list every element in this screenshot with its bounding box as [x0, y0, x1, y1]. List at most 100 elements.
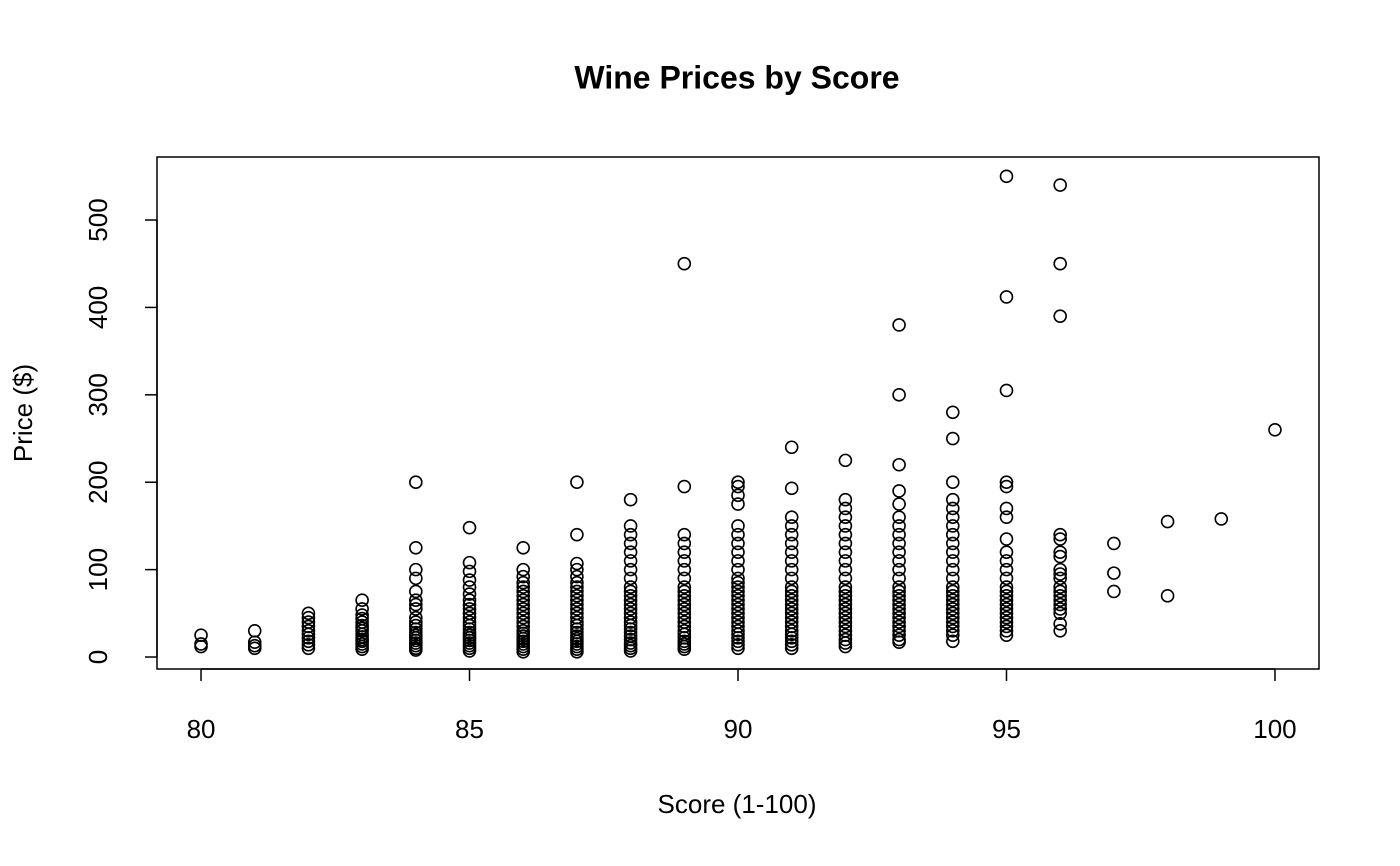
point	[194, 628, 208, 642]
point	[409, 602, 423, 616]
point	[570, 589, 584, 603]
point	[623, 536, 638, 551]
point	[623, 602, 638, 616]
point	[945, 597, 960, 612]
y-tick-label: 400	[83, 286, 113, 329]
point	[409, 593, 423, 608]
point	[945, 571, 960, 586]
point	[838, 602, 853, 616]
point	[1053, 589, 1067, 603]
x-axis-label: Score (1-100)	[658, 789, 817, 819]
point	[892, 624, 906, 638]
point	[462, 625, 477, 640]
point	[945, 589, 960, 603]
point	[623, 580, 638, 594]
point	[892, 635, 906, 649]
point	[784, 619, 799, 634]
point	[409, 562, 423, 577]
point	[999, 593, 1014, 608]
point	[999, 290, 1014, 304]
point	[462, 587, 477, 601]
point	[731, 606, 745, 621]
point	[945, 492, 960, 507]
point	[731, 575, 745, 590]
point	[570, 593, 584, 608]
point	[892, 554, 906, 568]
point	[784, 634, 799, 649]
point	[945, 602, 960, 616]
point	[516, 593, 531, 608]
point	[892, 527, 906, 542]
y-axis-label: Price ($)	[8, 364, 38, 462]
point	[570, 556, 584, 571]
point	[409, 475, 423, 490]
point	[623, 636, 638, 650]
point	[838, 501, 853, 516]
point	[516, 584, 531, 599]
point	[516, 569, 531, 584]
point	[462, 573, 477, 587]
point	[892, 545, 906, 559]
point	[516, 562, 531, 577]
point	[1107, 584, 1121, 599]
point	[462, 564, 477, 579]
point	[999, 606, 1014, 621]
point	[838, 510, 853, 524]
point	[731, 634, 745, 649]
point	[838, 615, 853, 629]
point	[945, 615, 960, 629]
point	[570, 475, 584, 490]
point	[301, 619, 316, 634]
point	[570, 629, 584, 643]
point	[892, 593, 906, 608]
point	[892, 606, 906, 621]
x-tick-label: 100	[1253, 714, 1296, 744]
point	[677, 562, 692, 577]
point	[892, 318, 906, 332]
point	[784, 589, 799, 603]
point	[623, 610, 638, 625]
point	[570, 584, 584, 599]
point	[838, 571, 853, 586]
point	[623, 571, 638, 586]
point	[570, 625, 584, 640]
x-tick-label: 85	[455, 714, 484, 744]
point	[945, 501, 960, 516]
point	[1053, 624, 1067, 638]
point	[677, 479, 692, 494]
point	[784, 615, 799, 629]
point	[999, 619, 1014, 634]
point	[892, 589, 906, 603]
point	[838, 593, 853, 608]
point	[945, 536, 960, 551]
point	[892, 519, 906, 533]
point	[355, 608, 369, 622]
point	[945, 510, 960, 524]
point	[784, 584, 799, 599]
point	[731, 624, 745, 638]
point	[945, 527, 960, 542]
point	[999, 383, 1014, 398]
point	[1160, 514, 1175, 529]
point	[301, 610, 316, 625]
point	[623, 625, 638, 640]
point	[838, 589, 853, 603]
point	[623, 589, 638, 603]
point	[838, 545, 853, 559]
point	[301, 634, 316, 649]
point	[623, 554, 638, 568]
y-tick-label: 300	[83, 373, 113, 416]
plot-frame	[156, 156, 1320, 670]
point	[892, 562, 906, 577]
point	[677, 624, 692, 638]
point	[516, 610, 531, 625]
point	[784, 602, 799, 616]
point	[516, 624, 531, 638]
point	[784, 554, 799, 568]
point	[355, 593, 369, 608]
point	[945, 584, 960, 599]
point	[784, 527, 799, 542]
point	[945, 405, 960, 420]
